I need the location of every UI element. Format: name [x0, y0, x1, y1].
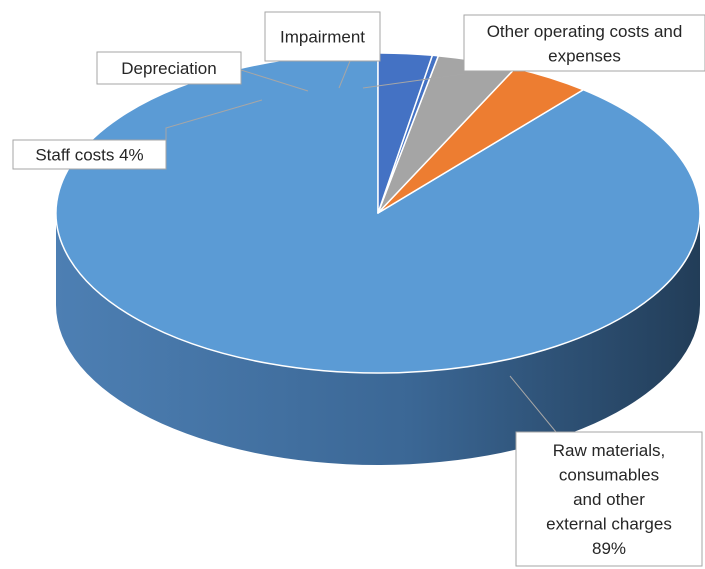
data-label-text: expenses	[548, 46, 621, 65]
data-label-box	[463, 14, 705, 72]
pie-top-faces	[55, 52, 701, 374]
data-label-text: Impairment	[280, 28, 365, 47]
data-label-text: Staff costs 4%	[35, 146, 143, 165]
data-label-box	[96, 51, 242, 85]
data-label-box	[264, 11, 381, 62]
data-label-text: Other operating costs and	[487, 22, 683, 41]
data-labels: Raw materials, consumables and other extern…	[12, 11, 705, 567]
leader-lines	[165, 60, 557, 433]
data-label-text: and other	[573, 490, 645, 509]
leader-line-depreciation	[240, 69, 309, 92]
data-label-raw-materials-consumables-and-other-external-charges: Raw materials, consumables and other extern…	[515, 431, 703, 567]
leader-line-raw-materials-consumables-and-other-external-charges	[509, 375, 557, 433]
data-label-box	[515, 431, 703, 567]
data-label-text: external charges	[546, 515, 672, 534]
leader-line-other-operating-costs-and-expenses	[362, 73, 465, 89]
pie-side-raw-materials-consumables-and-other-external-charges	[56, 213, 700, 465]
data-label-text: Depreciation	[121, 59, 216, 78]
leader-line-impairment	[338, 60, 351, 89]
data-label-staff-costs: Staff costs 4%	[12, 139, 167, 170]
data-label-text: 89%	[592, 539, 626, 558]
data-label-other-operating-costs-and-expenses: Other operating costs and expenses	[463, 14, 705, 72]
pie-side-walls	[56, 213, 700, 465]
data-label-text: Raw materials,	[553, 441, 665, 460]
data-label-box	[12, 139, 167, 170]
data-label-depreciation: Depreciation	[96, 51, 242, 85]
data-label-text: consumables	[559, 466, 659, 485]
leader-line-staff-costs	[165, 99, 263, 140]
data-label-impairment: Impairment	[264, 11, 381, 62]
